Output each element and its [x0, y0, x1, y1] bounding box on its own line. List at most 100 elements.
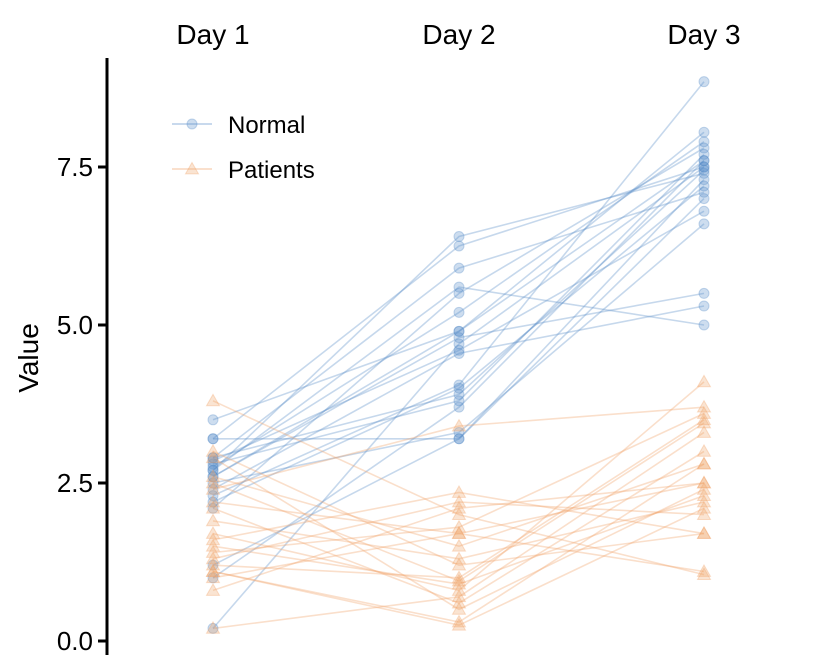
series-line: [212, 153, 705, 465]
data-point: [453, 344, 465, 356]
data-point: [205, 494, 221, 508]
data-point: [698, 161, 710, 173]
data-point: [207, 461, 219, 473]
data-point: [698, 136, 710, 148]
series-points: [205, 76, 712, 634]
data-point: [451, 582, 467, 596]
series-line: [212, 400, 705, 576]
series-line: [212, 81, 705, 497]
data-point: [698, 148, 710, 160]
data-point: [698, 319, 710, 331]
data-point: [698, 205, 710, 217]
data-point: [698, 161, 710, 173]
data-point: [453, 401, 465, 413]
data-point: [205, 538, 221, 552]
series-line: [212, 450, 705, 604]
data-point: [696, 456, 712, 470]
data-point: [696, 526, 712, 539]
series-line: [212, 507, 705, 627]
series-line: [212, 501, 705, 560]
series-line: [212, 172, 705, 471]
x-axis-categories: Day 1 Day 2 Day 3: [176, 19, 740, 50]
data-point: [451, 557, 467, 571]
data-point: [205, 443, 221, 457]
series-line: [212, 406, 705, 491]
data-point: [451, 500, 467, 514]
data-point: [696, 475, 712, 489]
data-point: [451, 418, 467, 432]
data-point: [207, 559, 219, 571]
series-line: [212, 179, 705, 566]
series-line: [212, 491, 705, 541]
data-point: [698, 167, 710, 179]
data-point: [453, 426, 465, 438]
data-point: [698, 142, 710, 154]
data-point: [205, 563, 221, 577]
legend-marker: [184, 161, 200, 175]
data-point: [451, 617, 467, 631]
data-point: [451, 494, 467, 508]
data-point: [696, 405, 712, 419]
data-point: [205, 563, 221, 577]
data-point: [453, 332, 465, 344]
series-line: [212, 431, 705, 630]
y-tick-label: 0.0: [57, 626, 93, 656]
data-point: [451, 519, 467, 533]
data-point: [696, 374, 712, 388]
series-line: [212, 292, 705, 478]
data-point: [207, 414, 219, 426]
data-point: [205, 481, 221, 495]
data-point: [207, 452, 219, 464]
series-line: [212, 166, 705, 629]
data-point: [696, 563, 712, 577]
data-point: [451, 595, 467, 609]
series-line: [212, 305, 705, 491]
data-point: [453, 325, 465, 337]
data-point: [205, 570, 221, 584]
y-axis-label: Value: [13, 323, 44, 393]
data-point: [696, 500, 712, 514]
data-point: [453, 287, 465, 299]
data-point: [698, 287, 710, 299]
series-line: [212, 457, 705, 611]
data-point: [207, 471, 219, 483]
legend-label: Patients: [228, 157, 315, 184]
data-point: [205, 513, 221, 527]
data-point: [453, 231, 465, 243]
data-point: [698, 155, 710, 167]
data-point: [453, 281, 465, 293]
data-point: [207, 464, 219, 476]
series-line: [212, 131, 705, 421]
data-point: [205, 545, 221, 558]
legend: Normal Patients: [172, 112, 315, 184]
data-point: [451, 601, 467, 615]
series-line: [212, 169, 705, 459]
data-point: [453, 325, 465, 337]
data-point: [698, 76, 710, 88]
series-line: [213, 198, 705, 440]
data-point: [696, 443, 712, 457]
series-line: [212, 141, 705, 468]
series-line: [212, 450, 705, 567]
data-point: [698, 186, 710, 198]
data-point: [207, 433, 219, 445]
data-point: [453, 338, 465, 350]
category-label: Day 2: [422, 19, 495, 50]
data-point: [698, 126, 710, 138]
data-point: [207, 490, 219, 502]
data-point: [205, 557, 221, 571]
series-line: [212, 185, 705, 503]
data-point: [207, 622, 219, 634]
series-line: [212, 412, 705, 554]
data-point: [698, 164, 710, 176]
data-point: [698, 218, 710, 230]
series-line: [212, 463, 705, 623]
data-point: [207, 477, 219, 489]
data-point: [696, 456, 712, 470]
data-point: [453, 306, 465, 318]
data-point: [698, 300, 710, 312]
data-point: [453, 433, 465, 445]
y-tick-label: 7.5: [57, 152, 93, 182]
series-line: [212, 494, 705, 585]
